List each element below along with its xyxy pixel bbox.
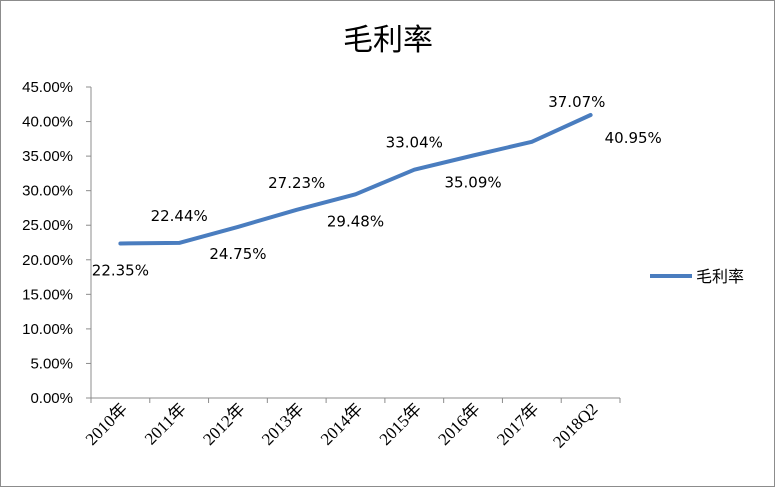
y-tick-label: 35.00% [22, 148, 73, 165]
data-label: 33.04% [386, 134, 443, 152]
y-tick-label: 10.00% [22, 321, 73, 338]
y-axis-ticks: 0.00% 5.00% 10.00% 15.00% 20.00% 25.00% 30.00%… [22, 79, 91, 407]
axes [90, 87, 620, 399]
y-tick-label: 15.00% [22, 286, 73, 303]
y-tick-label: 0.00% [30, 390, 73, 407]
y-tick-label: 5.00% [30, 355, 73, 372]
series-line [118, 113, 593, 246]
data-label: 22.44% [151, 207, 208, 225]
x-tick-label: 2015年 [376, 399, 425, 448]
x-axis-ticks: 2010年 2011年 2012年 2013年 2014年 2015年 2016年 2017年… [82, 398, 621, 452]
x-tick-label: 2013年 [258, 399, 307, 448]
x-tick-label: 2014年 [317, 399, 366, 448]
data-label: 37.07% [548, 93, 605, 111]
y-tick-label: 25.00% [22, 217, 73, 234]
data-labels: 22.35% 22.44% 24.75% 27.23% 29.48% 33.04% 35.0… [92, 93, 662, 280]
legend: 毛利率 [650, 267, 744, 286]
chart-title: 毛利率 [343, 23, 433, 58]
x-tick-label: 2018Q2 [549, 399, 601, 451]
x-tick-label: 2012年 [199, 399, 248, 448]
y-tick-label: 40.00% [22, 114, 73, 131]
data-label: 40.95% [605, 129, 662, 147]
data-label: 24.75% [209, 245, 266, 263]
data-label: 22.35% [92, 262, 149, 280]
data-label: 27.23% [268, 174, 325, 192]
data-label: 35.09% [444, 173, 501, 191]
y-tick-label: 30.00% [22, 183, 73, 200]
x-tick-label: 2017年 [493, 399, 542, 448]
data-label: 29.48% [327, 212, 384, 230]
x-tick-label: 2011年 [141, 399, 190, 448]
x-tick-label: 2010年 [82, 399, 131, 448]
y-tick-label: 20.00% [22, 252, 73, 269]
y-tick-label: 45.00% [22, 79, 73, 96]
x-tick-label: 2016年 [434, 399, 483, 448]
legend-label: 毛利率 [696, 267, 744, 286]
